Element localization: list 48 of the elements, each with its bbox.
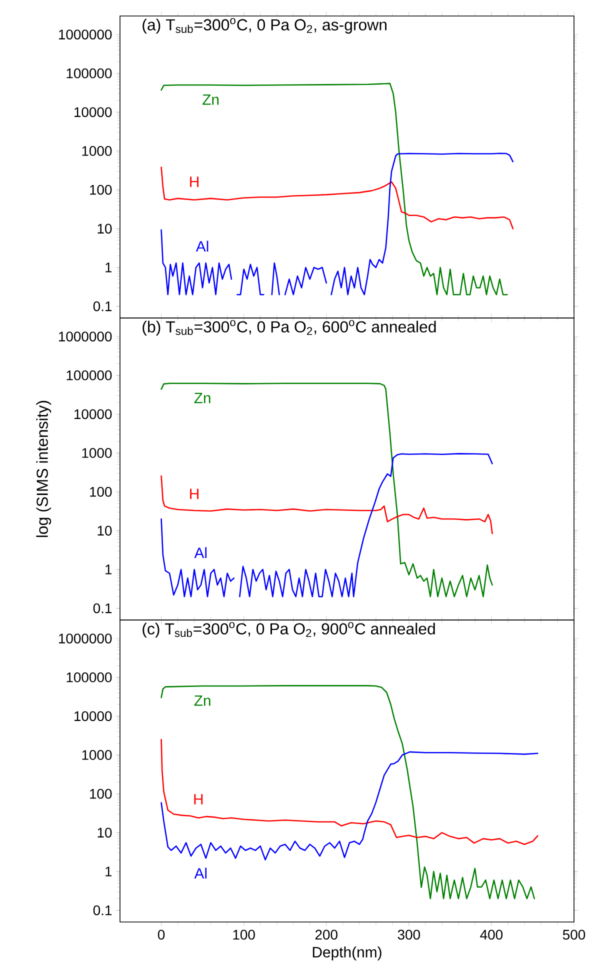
y-tick-label: 10000: [74, 107, 112, 118]
y-tick-label: 1000000: [58, 30, 112, 40]
y-tick-label: 1: [106, 564, 112, 574]
y-tick-label: 1000000: [58, 634, 112, 644]
x-axis-title: Depth(nm): [312, 946, 382, 960]
line-series: [160, 166, 514, 230]
y-tick-label: 1000: [82, 448, 112, 458]
y-tick-label: 1000: [82, 750, 112, 760]
series-label: H: [190, 176, 198, 187]
line-series: [160, 738, 538, 845]
y-tick-label: 1: [106, 866, 112, 876]
y-tick-label: 0.1: [93, 905, 112, 916]
x-tick-label: 400: [480, 930, 503, 940]
y-tick-label: 1000: [82, 146, 112, 156]
y-tick-label: 0.1: [93, 301, 112, 312]
y-tick-label: 100000: [66, 370, 112, 380]
x-tick-label: 0: [158, 930, 165, 940]
y-tick-label: 1000000: [58, 332, 112, 342]
x-tick-label: 300: [398, 930, 420, 940]
series-label: Zn: [194, 392, 210, 404]
y-tick-label: 10000: [74, 409, 112, 420]
x-tick-label: 100: [233, 930, 255, 940]
chart-title: (b) T$_{sub}$=300$^{o}$C, 0 Pa O$_{2}$, 600$^{o}$C annealed: [142, 320, 436, 336]
chart-title: (c) T$_{sub}$=300$^{o}$C, 0 Pa O$_{2}$, 900$^{o}$C annealed: [142, 622, 435, 638]
y-tick-label: 10000: [74, 711, 112, 722]
line-series: [160, 475, 493, 534]
series-label: Zn: [194, 695, 210, 706]
y-tick-label: 1: [106, 262, 112, 272]
y-tick-label: 10: [98, 224, 112, 234]
series-label: Al: [194, 868, 207, 879]
y-tick-label: 100000: [66, 672, 112, 682]
x-tick-label: 200: [315, 930, 338, 940]
line-series: [160, 751, 538, 860]
series-label: H: [190, 488, 198, 500]
series-label: Al: [196, 240, 208, 252]
y-tick-label: 100: [90, 486, 112, 497]
y-tick-label: 100: [90, 184, 112, 195]
x-tick-label: 500: [562, 930, 586, 940]
y-tick-label: 100: [90, 788, 112, 799]
series-label: Al: [194, 547, 207, 558]
series-label: Zn: [202, 94, 219, 105]
y-tick-label: 10: [98, 828, 112, 838]
y-tick-label: 10: [98, 526, 112, 536]
y-tick-label: 0.1: [93, 603, 112, 614]
y-axis-title: log (SIMS intensity): [36, 400, 52, 538]
y-tick-label: 100000: [66, 68, 112, 78]
chart-title: (a) T$_{sub}$=300$^{o}$C, 0 Pa O$_{2}$, as-grown: [142, 18, 386, 34]
series-label: H: [194, 794, 203, 804]
